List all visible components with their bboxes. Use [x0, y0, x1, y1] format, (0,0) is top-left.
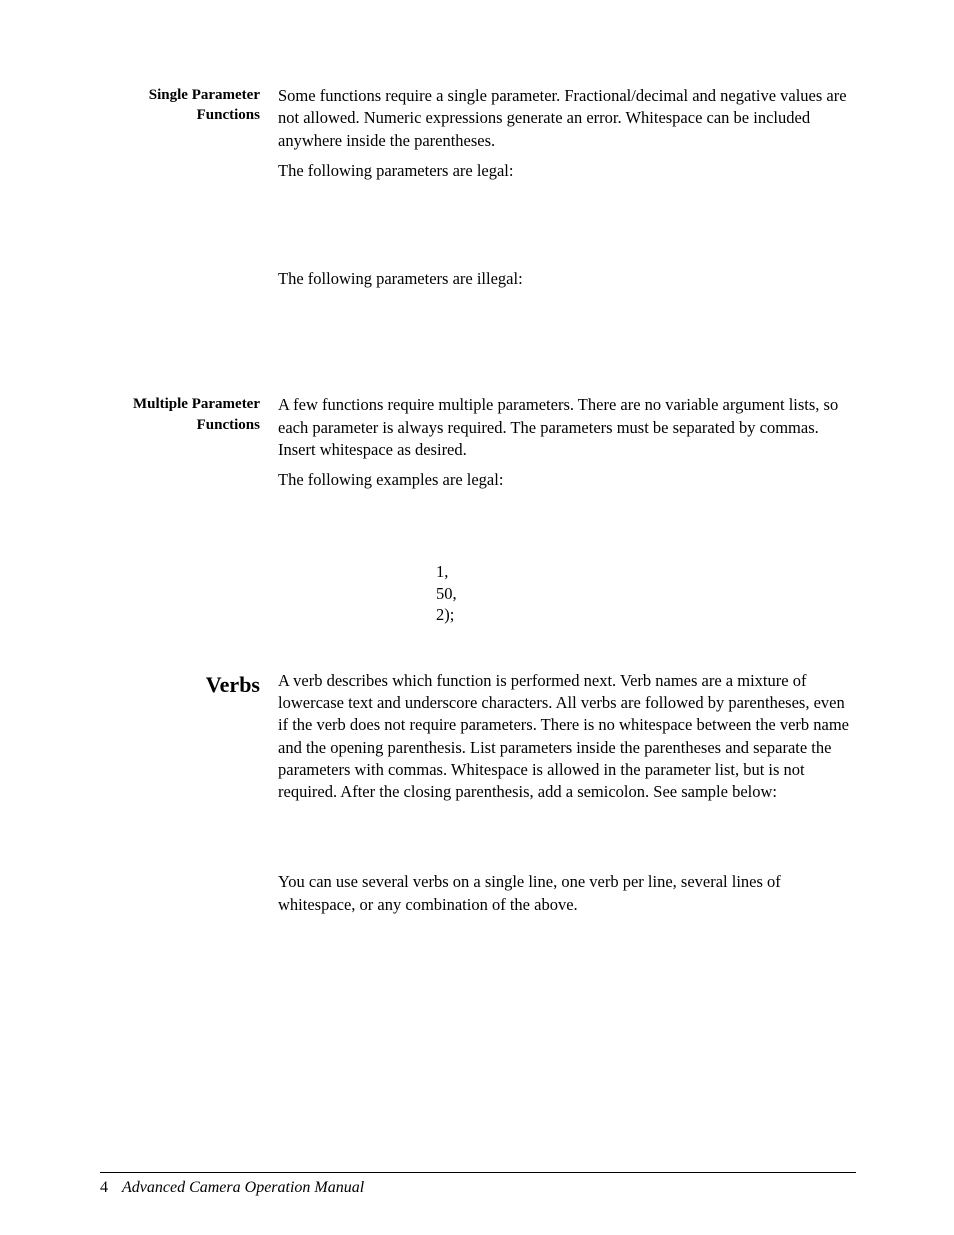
- section-single-parameter: Single Parameter Functions Some function…: [100, 85, 856, 376]
- paragraph: The following examples are legal:: [278, 469, 856, 491]
- section-verbs: Verbs A verb describes which function is…: [100, 670, 856, 924]
- code-line: 50,: [436, 583, 856, 604]
- spacer: [278, 298, 856, 376]
- heading-text: Functions: [197, 417, 260, 433]
- code-sample: 1, 50, 2);: [278, 561, 856, 625]
- section-heading-verbs: Verbs: [100, 670, 278, 924]
- paragraph: A verb describes which function is perfo…: [278, 670, 856, 804]
- spacer: [278, 811, 856, 871]
- page-content: Single Parameter Functions Some function…: [0, 0, 954, 924]
- section-body: Some functions require a single paramete…: [278, 85, 856, 376]
- paragraph: Some functions require a single paramete…: [278, 85, 856, 152]
- code-line: 1,: [436, 561, 856, 582]
- heading-text: Verbs: [206, 672, 260, 697]
- section-body: A verb describes which function is perfo…: [278, 670, 856, 924]
- paragraph: The following parameters are legal:: [278, 160, 856, 182]
- heading-text: Functions: [197, 107, 260, 123]
- section-heading-single-parameter: Single Parameter Functions: [100, 85, 278, 376]
- paragraph: You can use several verbs on a single li…: [278, 871, 856, 916]
- paragraph: A few functions require multiple paramet…: [278, 394, 856, 461]
- code-line: 2);: [436, 604, 856, 625]
- heading-text: Single Parameter: [149, 87, 260, 103]
- section-multiple-parameter: Multiple Parameter Functions A few funct…: [100, 394, 856, 627]
- paragraph: The following parameters are illegal:: [278, 268, 856, 290]
- heading-text: Multiple Parameter: [133, 396, 260, 412]
- page-footer: 4 Advanced Camera Operation Manual: [100, 1172, 856, 1197]
- spacer: [278, 499, 856, 559]
- spacer: [278, 190, 856, 268]
- footer-title: Advanced Camera Operation Manual: [122, 1179, 364, 1196]
- page-number: 4: [100, 1179, 108, 1196]
- section-body: A few functions require multiple paramet…: [278, 394, 856, 627]
- section-heading-multiple-parameter: Multiple Parameter Functions: [100, 394, 278, 627]
